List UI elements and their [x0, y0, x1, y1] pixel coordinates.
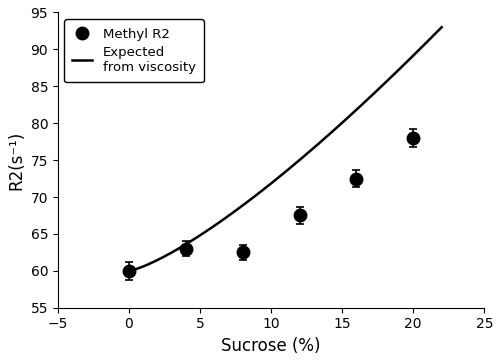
Y-axis label: R2(s⁻¹): R2(s⁻¹) [7, 130, 25, 190]
Legend: Methyl R2, Expected
from viscosity: Methyl R2, Expected from viscosity [64, 19, 203, 83]
X-axis label: Sucrose (%): Sucrose (%) [222, 337, 321, 355]
